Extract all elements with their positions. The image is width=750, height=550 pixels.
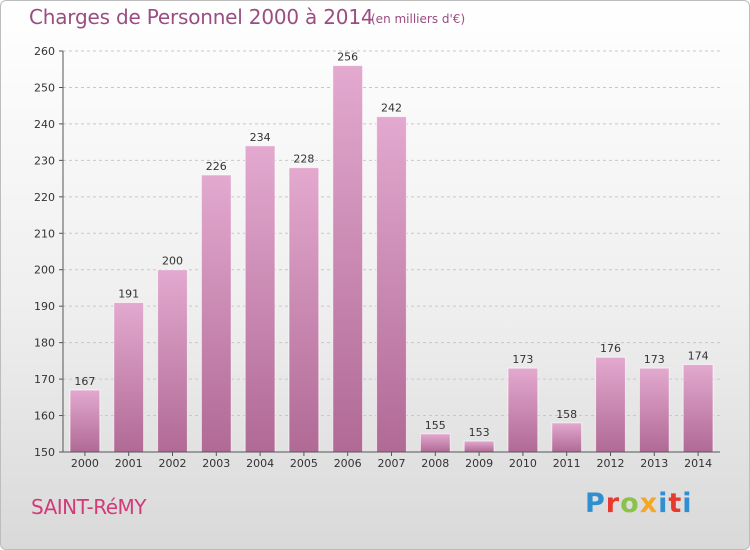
data-label-2014: 174 — [688, 350, 709, 363]
logo-letter: x — [639, 488, 659, 519]
bar-2013 — [638, 367, 670, 453]
y-tick-label: 200 — [34, 264, 55, 277]
logo-letter: t — [668, 488, 683, 519]
bar-2006 — [332, 65, 364, 453]
y-tick-label: 260 — [34, 45, 55, 58]
bar-2002 — [157, 269, 188, 453]
data-label-2007: 242 — [381, 102, 402, 115]
x-tick-label-2009: 2009 — [465, 457, 493, 470]
y-tick-label: 180 — [34, 337, 55, 350]
x-tick-label-2003: 2003 — [202, 457, 230, 470]
bar-2010 — [507, 367, 539, 453]
logo-letter: P — [585, 488, 606, 519]
data-label-2000: 167 — [74, 375, 95, 388]
bar-2004 — [244, 145, 276, 453]
axes — [59, 50, 720, 456]
data-label-2008: 155 — [425, 419, 446, 432]
data-label-2006: 256 — [337, 51, 358, 64]
bar-2011 — [551, 422, 583, 453]
y-tick-label: 240 — [34, 118, 55, 131]
labels: 150 160 170 180 190 200 210 220 230 240 250 260 167 2… — [34, 45, 712, 470]
data-label-2011: 158 — [556, 408, 577, 421]
bar-2008 — [419, 433, 451, 453]
x-tick-label-2005: 2005 — [290, 457, 318, 470]
x-tick-label-2006: 2006 — [334, 457, 362, 470]
x-tick-label-2001: 2001 — [115, 457, 143, 470]
data-label-2002: 200 — [162, 255, 183, 268]
data-label-2003: 226 — [206, 160, 227, 173]
y-tick-label: 220 — [34, 191, 55, 204]
city-name: SAINT-RéMY — [31, 495, 146, 519]
x-tick-label-2007: 2007 — [378, 457, 406, 470]
bar-2009 — [463, 440, 495, 453]
x-tick-label-2013: 2013 — [640, 457, 668, 470]
x-tick-label-2014: 2014 — [684, 457, 712, 470]
y-tick-label: 190 — [34, 300, 55, 313]
data-label-2001: 191 — [118, 288, 139, 301]
x-tick-label-2011: 2011 — [553, 457, 581, 470]
data-label-2013: 173 — [644, 353, 665, 366]
y-tick-label: 250 — [34, 81, 55, 94]
logo-letter: o — [620, 488, 640, 519]
y-tick-label: 160 — [34, 410, 55, 423]
y-tick-label: 150 — [34, 446, 55, 459]
bar-2005 — [288, 167, 320, 453]
chart-unit: (en milliers d'€) — [371, 12, 466, 26]
data-label-2012: 176 — [600, 342, 621, 355]
x-tick-label-2012: 2012 — [597, 457, 625, 470]
x-tick-label-2004: 2004 — [246, 457, 274, 470]
bar-2007 — [376, 116, 407, 453]
y-tick-label: 210 — [34, 227, 55, 240]
logo-letter: r — [605, 488, 621, 519]
x-tick-label-2000: 2000 — [71, 457, 99, 470]
x-tick-label-2002: 2002 — [159, 457, 187, 470]
logo-letter: i — [682, 488, 693, 519]
x-tick-label-2008: 2008 — [421, 457, 449, 470]
data-label-2004: 234 — [250, 131, 271, 144]
x-tick-label-2010: 2010 — [509, 457, 537, 470]
data-label-2010: 173 — [512, 353, 533, 366]
bars — [69, 65, 714, 453]
data-label-2009: 153 — [469, 426, 490, 439]
data-label-2005: 228 — [293, 153, 314, 166]
bar-2003 — [200, 174, 232, 453]
bar-2001 — [113, 302, 145, 453]
logo-letter: i — [658, 488, 669, 519]
chart-title: Charges de Personnel 2000 à 2014 — [29, 5, 374, 29]
proxiti-logo: Proxiti — [585, 488, 693, 519]
bar-2012 — [595, 356, 626, 453]
y-tick-label: 230 — [34, 154, 55, 167]
bar-2000 — [69, 389, 101, 453]
y-tick-label: 170 — [34, 373, 55, 386]
bar-2014 — [682, 364, 714, 453]
